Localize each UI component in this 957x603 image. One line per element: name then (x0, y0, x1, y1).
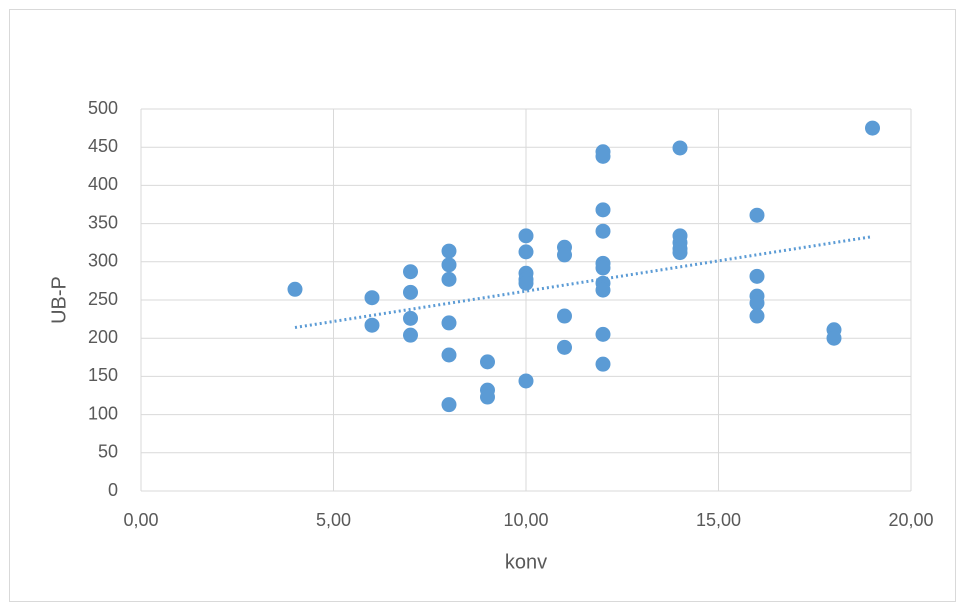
point (441, 315, 457, 331)
point (518, 275, 534, 291)
point (557, 339, 572, 355)
point (480, 354, 495, 370)
point (749, 308, 765, 324)
point (595, 202, 611, 218)
y-tick-label: 350 (88, 212, 118, 232)
point (518, 244, 534, 260)
point (557, 247, 572, 263)
x-tick-label: 15,00 (696, 510, 741, 530)
point (672, 140, 688, 156)
point (595, 356, 611, 372)
point (595, 223, 611, 239)
point (518, 228, 534, 244)
chart-border (9, 9, 956, 602)
y-tick-label: 200 (88, 327, 118, 347)
x-tick-label: 20,00 (888, 510, 933, 530)
point (441, 243, 457, 259)
point (441, 271, 457, 287)
y-tick-label: 500 (88, 98, 118, 118)
point (441, 257, 457, 273)
x-tick-label: 5,00 (316, 510, 351, 530)
y-tick-label: 250 (88, 289, 118, 309)
point (287, 281, 303, 297)
point (749, 207, 765, 223)
point (865, 120, 880, 136)
y-axis-title: UB-P (48, 276, 70, 324)
y-tick-label: 450 (88, 136, 118, 156)
point (403, 310, 418, 326)
y-tick-label: 150 (88, 365, 118, 385)
point (749, 268, 765, 284)
y-tick-label: 300 (88, 251, 118, 271)
x-tick-label: 10,00 (503, 510, 548, 530)
y-tick-label: 100 (88, 403, 118, 423)
y-tick-label: 400 (88, 174, 118, 194)
x-axis-title: konv (505, 551, 547, 573)
point (364, 317, 380, 333)
y-tick-label: 0 (108, 480, 118, 500)
point (518, 373, 534, 389)
y-tick-label: 50 (98, 442, 118, 462)
point (441, 397, 457, 413)
point (826, 330, 842, 346)
point (441, 347, 457, 363)
point (480, 389, 495, 405)
point (557, 308, 572, 324)
x-tick-label: 0,00 (123, 510, 158, 530)
point (403, 284, 418, 300)
point (595, 260, 611, 276)
point (672, 245, 688, 261)
point (595, 326, 611, 342)
point (749, 295, 765, 311)
point (403, 327, 418, 343)
point (403, 264, 418, 280)
point (595, 282, 611, 298)
point (364, 290, 380, 306)
point (595, 148, 611, 164)
